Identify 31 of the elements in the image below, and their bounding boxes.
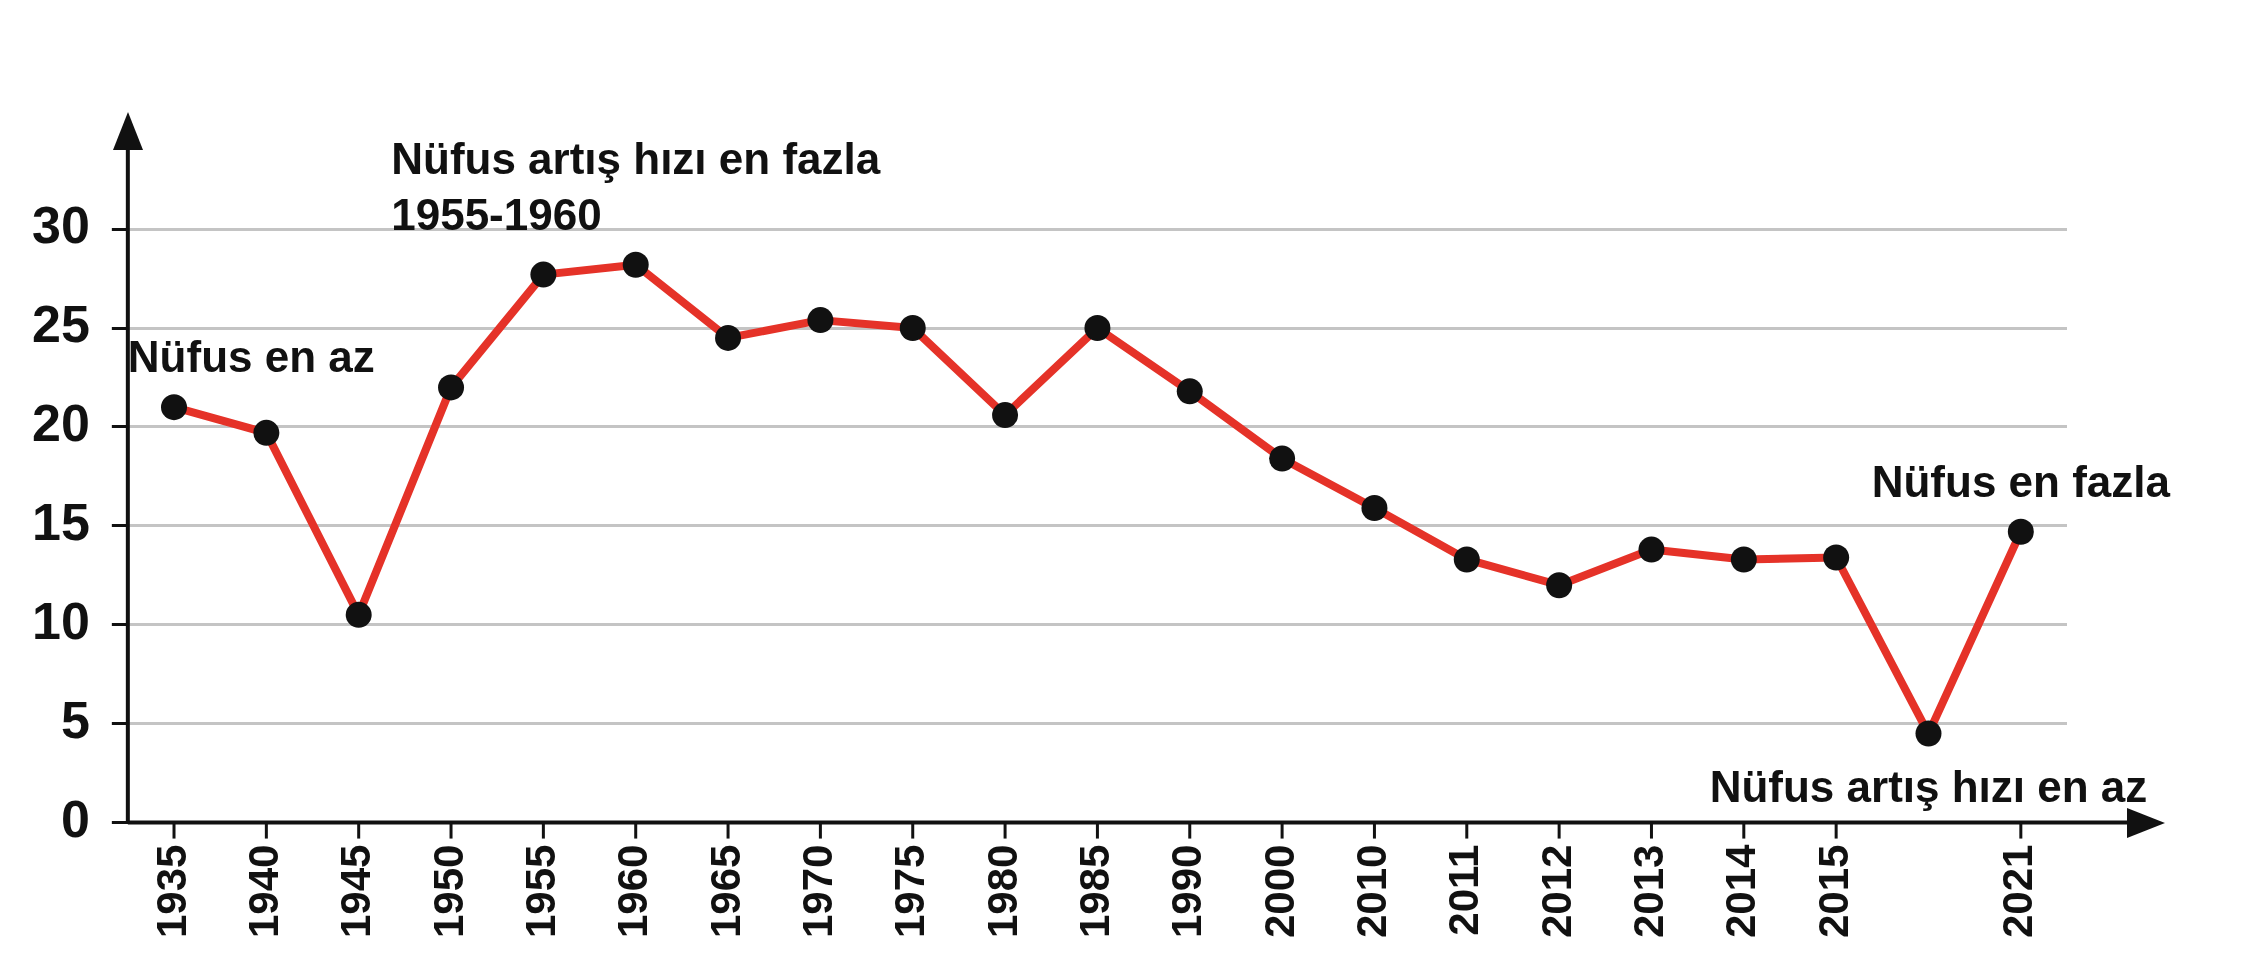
x-tick-label: 1985 [1071,844,1118,938]
x-tick-label: 2000 [1255,844,1303,938]
y-tick-label: 5 [60,691,90,749]
annotation: Nüfus en fazla [1871,456,2171,506]
x-tick-label: 2012 [1532,844,1580,938]
y-tick-label: 25 [32,295,90,354]
x-tick-label: 2015 [1809,844,1857,938]
x-tick-label: 1950 [424,844,472,938]
x-tick-label: 1980 [978,844,1026,938]
x-tick-label: 2011 [1440,844,1488,936]
x-tick-label: 2021 [1994,844,2042,938]
y-tick-label: 30 [32,196,90,255]
y-tick-label: 15 [32,493,90,552]
x-tick-label: 2010 [1348,844,1396,938]
y-tick-label: 10 [32,592,90,651]
annotation: Nüfus artış hızı en fazla 1955-1960 [391,133,881,239]
annotation: Nüfus artış hızı en az [1709,761,2148,811]
x-tick-label: 1970 [793,844,841,938]
x-tick-label: 1975 [886,844,934,938]
annotation: Nüfus en az [127,332,375,382]
x-tick-label: 1955 [516,844,564,938]
x-tick-label: 2013 [1625,844,1673,938]
x-tick-label: 1945 [332,844,380,938]
x-tick-label: 1935 [147,844,195,938]
y-tick-label: 0 [60,789,90,848]
x-tick-label: 1965 [701,844,749,938]
x-tick-label: 1990 [1163,844,1211,938]
x-tick-label: 1940 [239,844,287,938]
y-tick-label: 20 [32,394,90,453]
x-tick-label: 2014 [1717,843,1765,938]
x-tick-label: 1960 [609,844,657,938]
